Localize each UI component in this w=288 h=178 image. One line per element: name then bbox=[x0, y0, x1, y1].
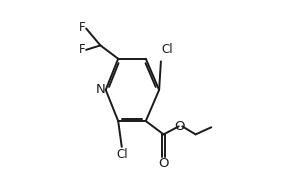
Text: F: F bbox=[79, 43, 86, 56]
Text: O: O bbox=[158, 157, 169, 170]
Text: O: O bbox=[174, 120, 185, 133]
Text: Cl: Cl bbox=[116, 148, 128, 161]
Text: N: N bbox=[96, 83, 106, 96]
Text: Cl: Cl bbox=[161, 43, 173, 56]
Text: F: F bbox=[79, 21, 86, 34]
